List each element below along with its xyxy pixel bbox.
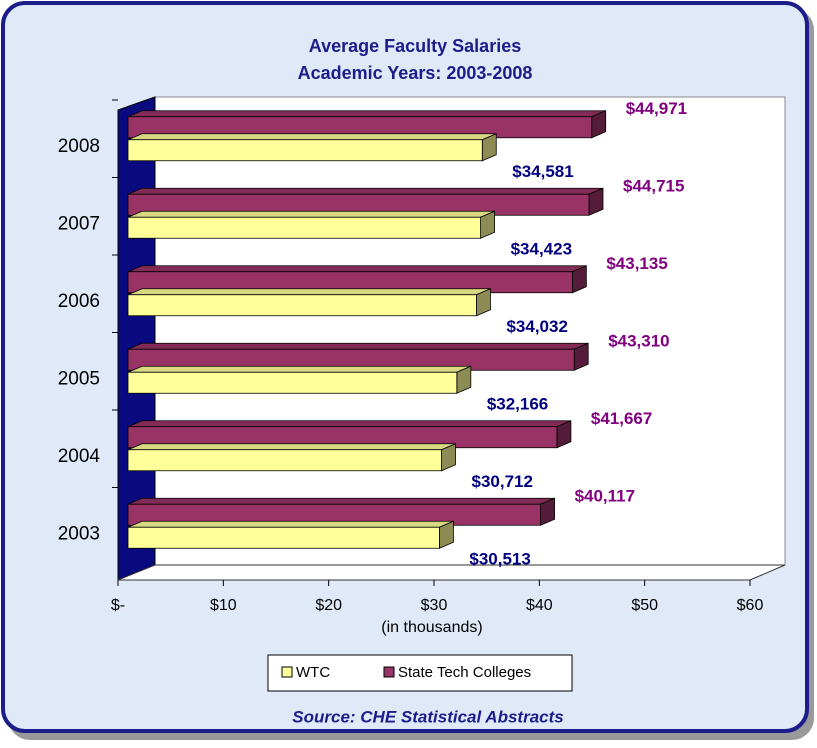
- bar-top: [127, 210, 495, 218]
- data-label: $32,166: [487, 395, 548, 414]
- bar-top: [127, 342, 589, 350]
- bar: [127, 294, 477, 317]
- x-tick-label: $50: [631, 597, 658, 614]
- back-wall: [154, 96, 786, 566]
- data-label: $30,712: [471, 472, 532, 491]
- legend-label: State Tech Colleges: [398, 664, 531, 681]
- data-label: $34,032: [506, 317, 567, 336]
- bar-top: [127, 133, 497, 141]
- chart-title: Average Faculty Salaries: [309, 36, 521, 56]
- data-label: $43,135: [606, 254, 667, 273]
- bar-top: [127, 443, 456, 451]
- bar: [127, 216, 481, 239]
- bar-top: [127, 420, 572, 428]
- y-tick-label: 2006: [58, 291, 100, 312]
- y-tick-label: 2008: [58, 136, 100, 157]
- floor: [117, 564, 786, 581]
- bar-top: [127, 187, 604, 195]
- bar-top: [127, 288, 491, 296]
- y-tick-label: 2007: [58, 213, 100, 234]
- legend-swatch: [383, 666, 395, 678]
- data-label: $30,513: [469, 550, 530, 569]
- bar-top: [127, 265, 587, 273]
- data-label: $43,310: [608, 332, 669, 351]
- data-label: $41,667: [591, 409, 652, 428]
- bar: [127, 371, 458, 394]
- chart-subtitle: Academic Years: 2003-2008: [298, 63, 533, 83]
- bar: [127, 139, 483, 162]
- x-axis-label: (in thousands): [381, 619, 482, 636]
- x-tick-label: $-: [111, 597, 125, 614]
- legend-label: WTC: [296, 664, 330, 681]
- x-tick-label: $30: [421, 597, 448, 614]
- x-tick-label: $20: [315, 597, 342, 614]
- data-label: $34,423: [511, 240, 572, 259]
- bar-top: [127, 520, 454, 528]
- legend-swatch: [281, 666, 293, 678]
- bar-top: [127, 365, 471, 373]
- data-label: $40,117: [575, 487, 636, 506]
- x-tick-label: $10: [210, 597, 237, 614]
- x-tick-label: $60: [737, 597, 764, 614]
- data-label: $44,971: [626, 99, 687, 118]
- data-label: $34,581: [512, 162, 573, 181]
- y-tick-label: 2004: [58, 446, 101, 467]
- y-tick-label: 2005: [58, 368, 100, 389]
- bar: [127, 526, 440, 549]
- source-note: Source: CHE Statistical Abstracts: [292, 707, 563, 726]
- legend-box: [267, 654, 573, 692]
- data-label: $44,715: [623, 177, 684, 196]
- bar-top: [127, 497, 555, 505]
- y-tick-label: 2003: [58, 523, 100, 544]
- x-tick-label: $40: [526, 597, 553, 614]
- bar: [127, 449, 442, 472]
- bar-top: [127, 110, 606, 118]
